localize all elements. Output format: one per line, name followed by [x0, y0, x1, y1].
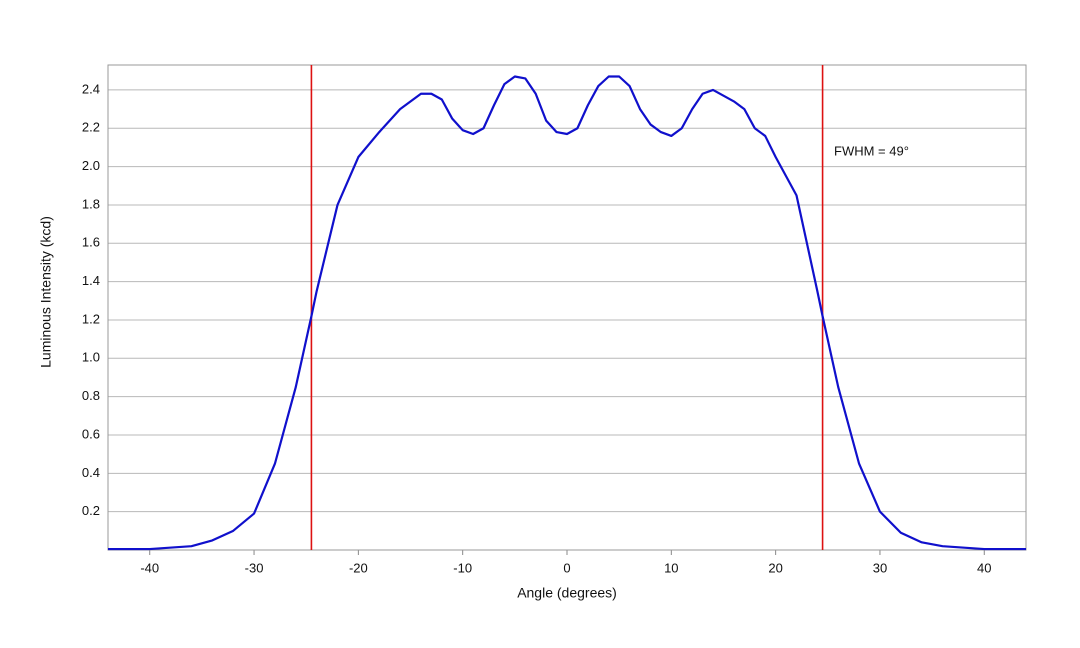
- plot-frame: [107, 64, 1027, 551]
- y-tick-label: 0.4: [82, 465, 100, 480]
- y-tick-label: 1.6: [82, 235, 100, 250]
- y-tick-label: 2.0: [82, 158, 100, 173]
- y-tick-label: 2.2: [82, 120, 100, 135]
- x-tick-label: 40: [977, 560, 991, 575]
- x-tick-label: -30: [245, 560, 264, 575]
- x-axis-label: Angle (degrees): [517, 585, 617, 601]
- x-tick-label: -40: [140, 560, 159, 575]
- x-tick-label: 20: [768, 560, 782, 575]
- y-axis-label: Luminous Intensity (kcd): [38, 216, 54, 368]
- y-tick-label: 0.2: [82, 503, 100, 518]
- x-tick-label: 0: [563, 560, 570, 575]
- y-tick-label: 0.8: [82, 388, 100, 403]
- x-tick-label: -20: [349, 560, 368, 575]
- y-tick-label: 2.4: [82, 81, 100, 96]
- y-tick-label: 1.2: [82, 311, 100, 326]
- x-tick-label: 30: [873, 560, 887, 575]
- y-tick-label: 1.0: [82, 350, 100, 365]
- line-series: [108, 75, 1026, 551]
- x-tick-label: -10: [453, 560, 472, 575]
- annotation: FWHM = 49°: [834, 143, 909, 158]
- y-tick-label: 1.4: [82, 273, 100, 288]
- y-tick-label: 1.8: [82, 196, 100, 211]
- x-tick-label: 10: [664, 560, 678, 575]
- y-tick-label: 0.6: [82, 426, 100, 441]
